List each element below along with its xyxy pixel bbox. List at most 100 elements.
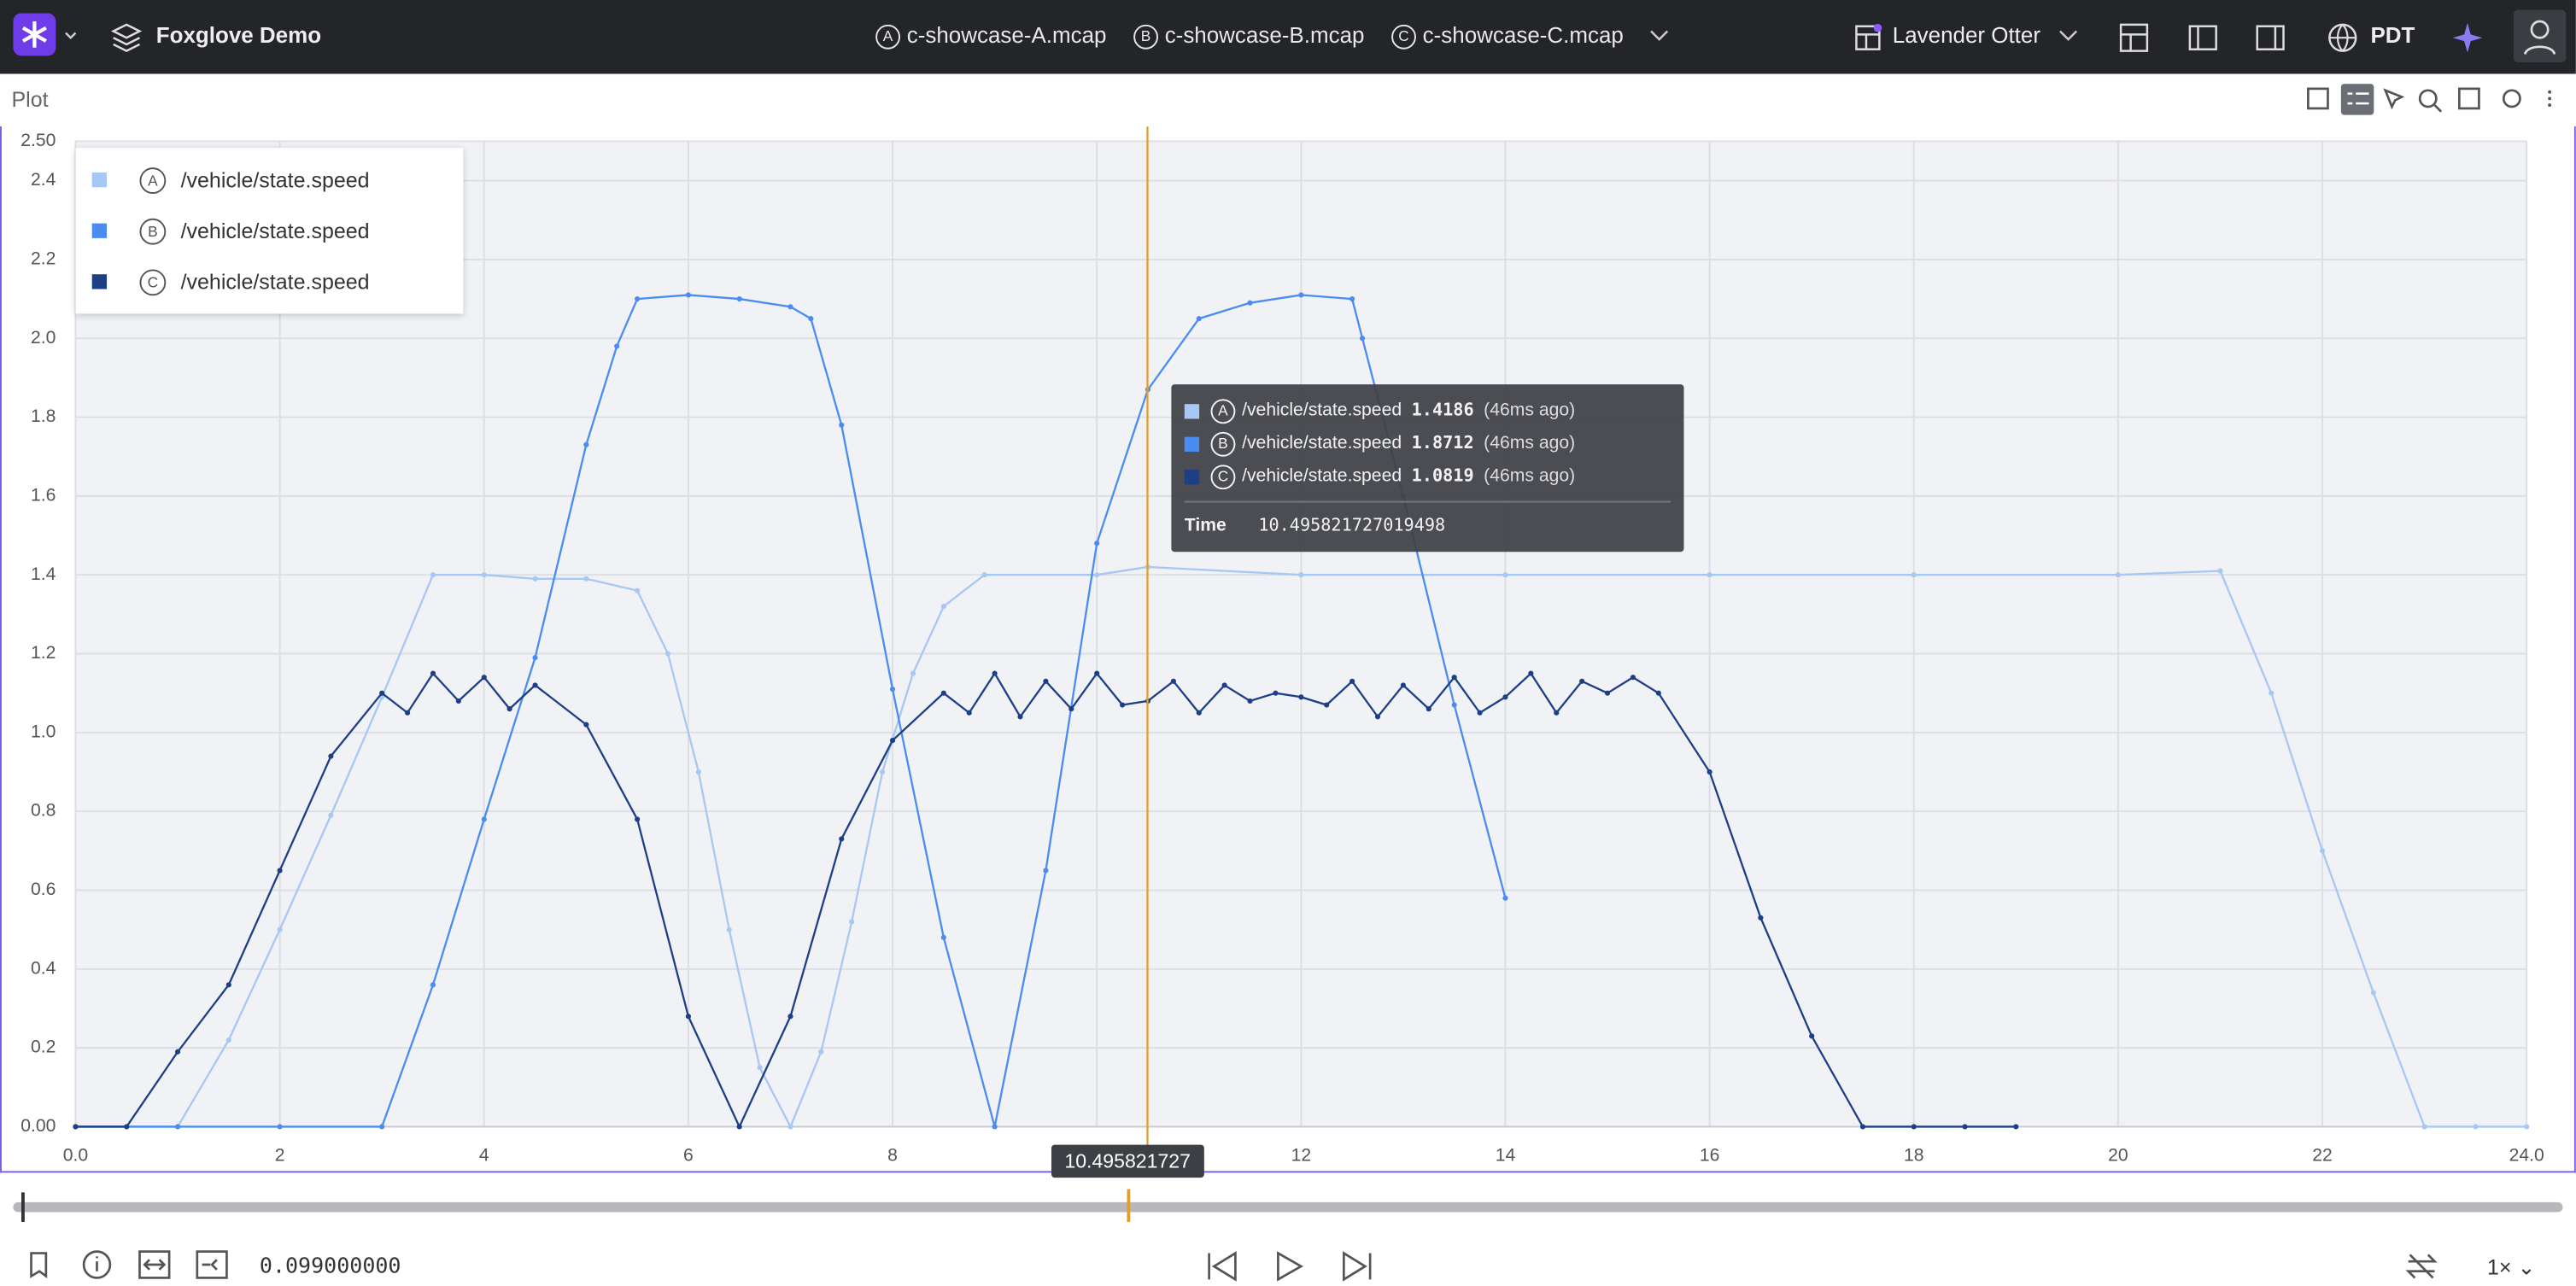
data-point [1426,706,1431,712]
data-point [1298,694,1304,700]
playback-bar: 10.495821727 0.099000000 1× ⌄ [0,1144,2576,1286]
data-point [1911,1124,1917,1130]
data-point [1451,675,1457,681]
data-point [481,675,487,681]
data-point [1221,682,1227,688]
data-point [818,1049,824,1055]
data-point [1247,698,1253,704]
data-point [277,927,283,932]
legend-entry[interactable]: B/vehicle/state.speed [75,205,463,256]
right-sidebar-button[interactable] [2252,20,2288,56]
data-point [910,670,916,676]
x-tick-label: 20 [2108,1146,2128,1166]
data-point [1655,690,1661,696]
data-point [1247,300,1253,306]
panel-header: Plot [0,73,2576,127]
timeline-track[interactable] [13,1201,2563,1213]
x-tick-label: 8 [887,1146,898,1166]
data-point [736,295,742,302]
loop-button[interactable] [2403,1248,2443,1284]
data-point [1579,678,1585,684]
data-point [1094,670,1100,676]
data-point [839,836,845,842]
layout-name[interactable]: Lavender Otter [1892,22,2040,48]
data-point [2217,568,2223,574]
tooltip-time-label: Time [1184,515,1227,536]
data-point [685,1014,691,1020]
data-point [1324,702,1330,708]
legend-label: /vehicle/state.speed [180,218,370,243]
data-point [1630,675,1636,681]
data-point [992,670,998,676]
layout-dropdown[interactable] [2058,28,2078,44]
timeline-cursor[interactable] [1127,1189,1131,1223]
tooltip-row: C/vehicle/state.speed 1.0819 (46ms ago) [1184,460,1671,493]
data-point [839,422,845,428]
data-point [614,343,620,349]
panel-toolbar[interactable] [2300,84,2576,116]
data-point [1400,682,1406,688]
data-point [787,1014,793,1020]
tooltip-age: (46ms ago) [1484,400,1576,421]
x-tick-label: 14 [1496,1146,1516,1166]
add-panel-button[interactable] [2116,20,2152,56]
panel-title: Plot [11,86,49,112]
data-point [277,868,283,874]
left-sidebar-button[interactable] [2185,20,2221,56]
legend-swatch [91,274,108,289]
file-name: c-showcase-B.mcap [1164,22,1365,48]
data-point [328,812,334,818]
tooltip-time-row: Time 10.495821727019498 [1185,509,1671,541]
y-tick-label: 0.2 [31,1038,56,1057]
playback-tools[interactable] [25,1248,255,1284]
assistant-button[interactable] [2450,20,2485,56]
data-point [940,934,946,940]
legend-entry[interactable]: A/vehicle/state.speed [75,155,463,206]
speed-label: 1× [2487,1254,2512,1280]
app-menu-button[interactable] [13,13,79,59]
tooltip-swatch [1184,435,1200,451]
files-dropdown[interactable] [1649,28,1669,44]
data-point [695,769,701,775]
data-point [1528,670,1534,676]
tooltip-value: 1.8712 [1411,433,1474,453]
tooltip-topic: /vehicle/state.speed [1242,400,1402,421]
y-tick-label: 0.00 [20,1116,56,1136]
y-tick-label: 2.2 [31,248,56,268]
tooltip-source-badge: C [1210,464,1236,489]
data-point [635,587,641,593]
legend-swatch [91,223,108,238]
x-tick-label: 4 [479,1146,489,1166]
y-tick-label: 0.8 [31,801,56,821]
data-point [981,572,987,578]
data-point [664,651,671,657]
x-tick-label: 18 [1904,1146,1924,1166]
data-point [1502,572,1508,578]
legend-entry[interactable]: C/vehicle/state.speed [75,256,463,307]
data-point [532,655,538,661]
data-point [1094,541,1100,547]
x-tick-label: 16 [1700,1146,1720,1166]
data-point [1196,316,1202,322]
data-point [787,304,793,310]
data-point [1273,690,1279,696]
data-point [808,316,814,322]
data-point [2524,1124,2530,1130]
data-point [787,1124,793,1130]
data-point [1911,572,1917,578]
timezone-icon[interactable] [2325,20,2361,56]
timezone-label[interactable]: PDT [2370,22,2415,48]
data-point [1859,1124,1866,1130]
plot[interactable]: 0.00 0.2 0.4 0.6 0.8 1.0 1.2 1.4 1.6 1.8 2.0 2.2 2.4… [0,126,2576,1173]
data-point [1604,690,1611,696]
speed-selector[interactable]: 1× ⌄ [2487,1254,2536,1280]
user-button[interactable] [2513,9,2567,63]
tooltip-topic: /vehicle/state.speed [1242,466,1402,487]
data-point [2013,1124,2019,1130]
transport-controls[interactable] [1203,1248,1377,1284]
data-point [1809,1033,1815,1039]
